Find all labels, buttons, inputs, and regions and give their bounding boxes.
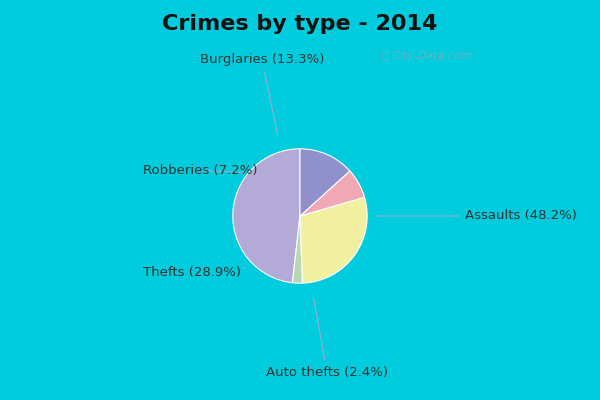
Text: ⓘ City-Data.com: ⓘ City-Data.com	[382, 51, 471, 61]
Text: Robberies (7.2%): Robberies (7.2%)	[143, 164, 257, 177]
Text: Burglaries (13.3%): Burglaries (13.3%)	[200, 54, 324, 135]
Wedge shape	[300, 149, 350, 216]
Text: Thefts (28.9%): Thefts (28.9%)	[143, 266, 246, 279]
Text: Crimes by type - 2014: Crimes by type - 2014	[163, 14, 437, 34]
Wedge shape	[292, 216, 302, 283]
Wedge shape	[233, 149, 300, 283]
Text: Assaults (48.2%): Assaults (48.2%)	[376, 210, 577, 222]
Wedge shape	[300, 171, 365, 216]
Text: Auto thefts (2.4%): Auto thefts (2.4%)	[266, 298, 388, 378]
Wedge shape	[300, 197, 367, 283]
